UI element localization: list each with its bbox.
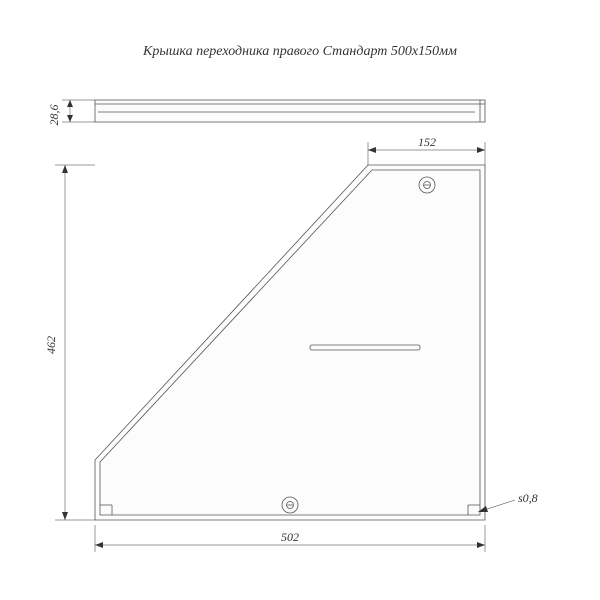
- dim-width: 502: [95, 525, 485, 552]
- dim-thickness: s0,8: [478, 491, 538, 512]
- dim-width-value: 502: [281, 530, 299, 544]
- dim-side-height-value: 28,6: [47, 105, 61, 126]
- dim-thickness-value: s0,8: [518, 491, 538, 505]
- dim-height-value: 462: [44, 336, 58, 354]
- dim-height: 462: [44, 165, 95, 520]
- drawing-title: Крышка переходника правого Стандарт 500x…: [142, 44, 457, 59]
- dim-top-inset-value: 152: [418, 135, 436, 149]
- dim-top-inset: 152: [368, 135, 485, 165]
- side-view: [95, 100, 485, 122]
- front-view: [95, 165, 485, 520]
- dim-side-height: 28,6: [47, 100, 95, 126]
